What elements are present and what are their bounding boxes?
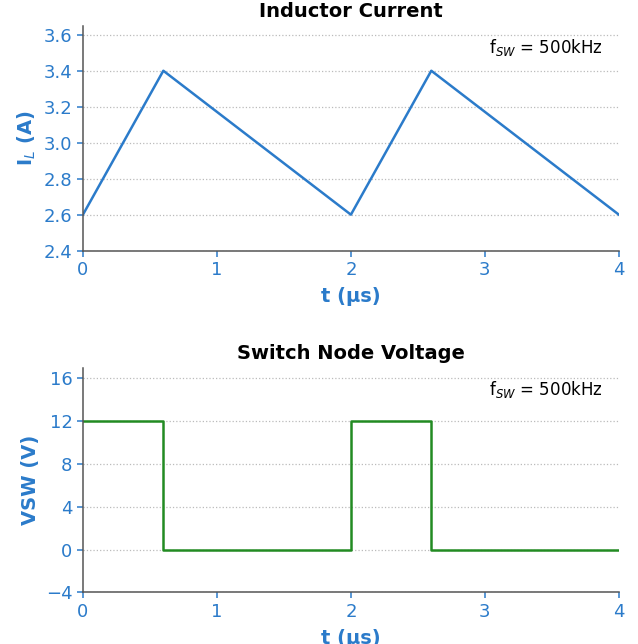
Y-axis label: I$_L$ (A): I$_L$ (A) (16, 110, 38, 166)
Y-axis label: VSW (V): VSW (V) (21, 435, 40, 525)
Text: f$_{SW}$ = 500kHz: f$_{SW}$ = 500kHz (489, 379, 603, 400)
Text: f$_{SW}$ = 500kHz: f$_{SW}$ = 500kHz (489, 37, 603, 58)
Title: Switch Node Voltage: Switch Node Voltage (237, 345, 465, 363)
X-axis label: t (μs): t (μs) (321, 629, 381, 644)
Title: Inductor Current: Inductor Current (259, 3, 443, 21)
X-axis label: t (μs): t (μs) (321, 287, 381, 307)
